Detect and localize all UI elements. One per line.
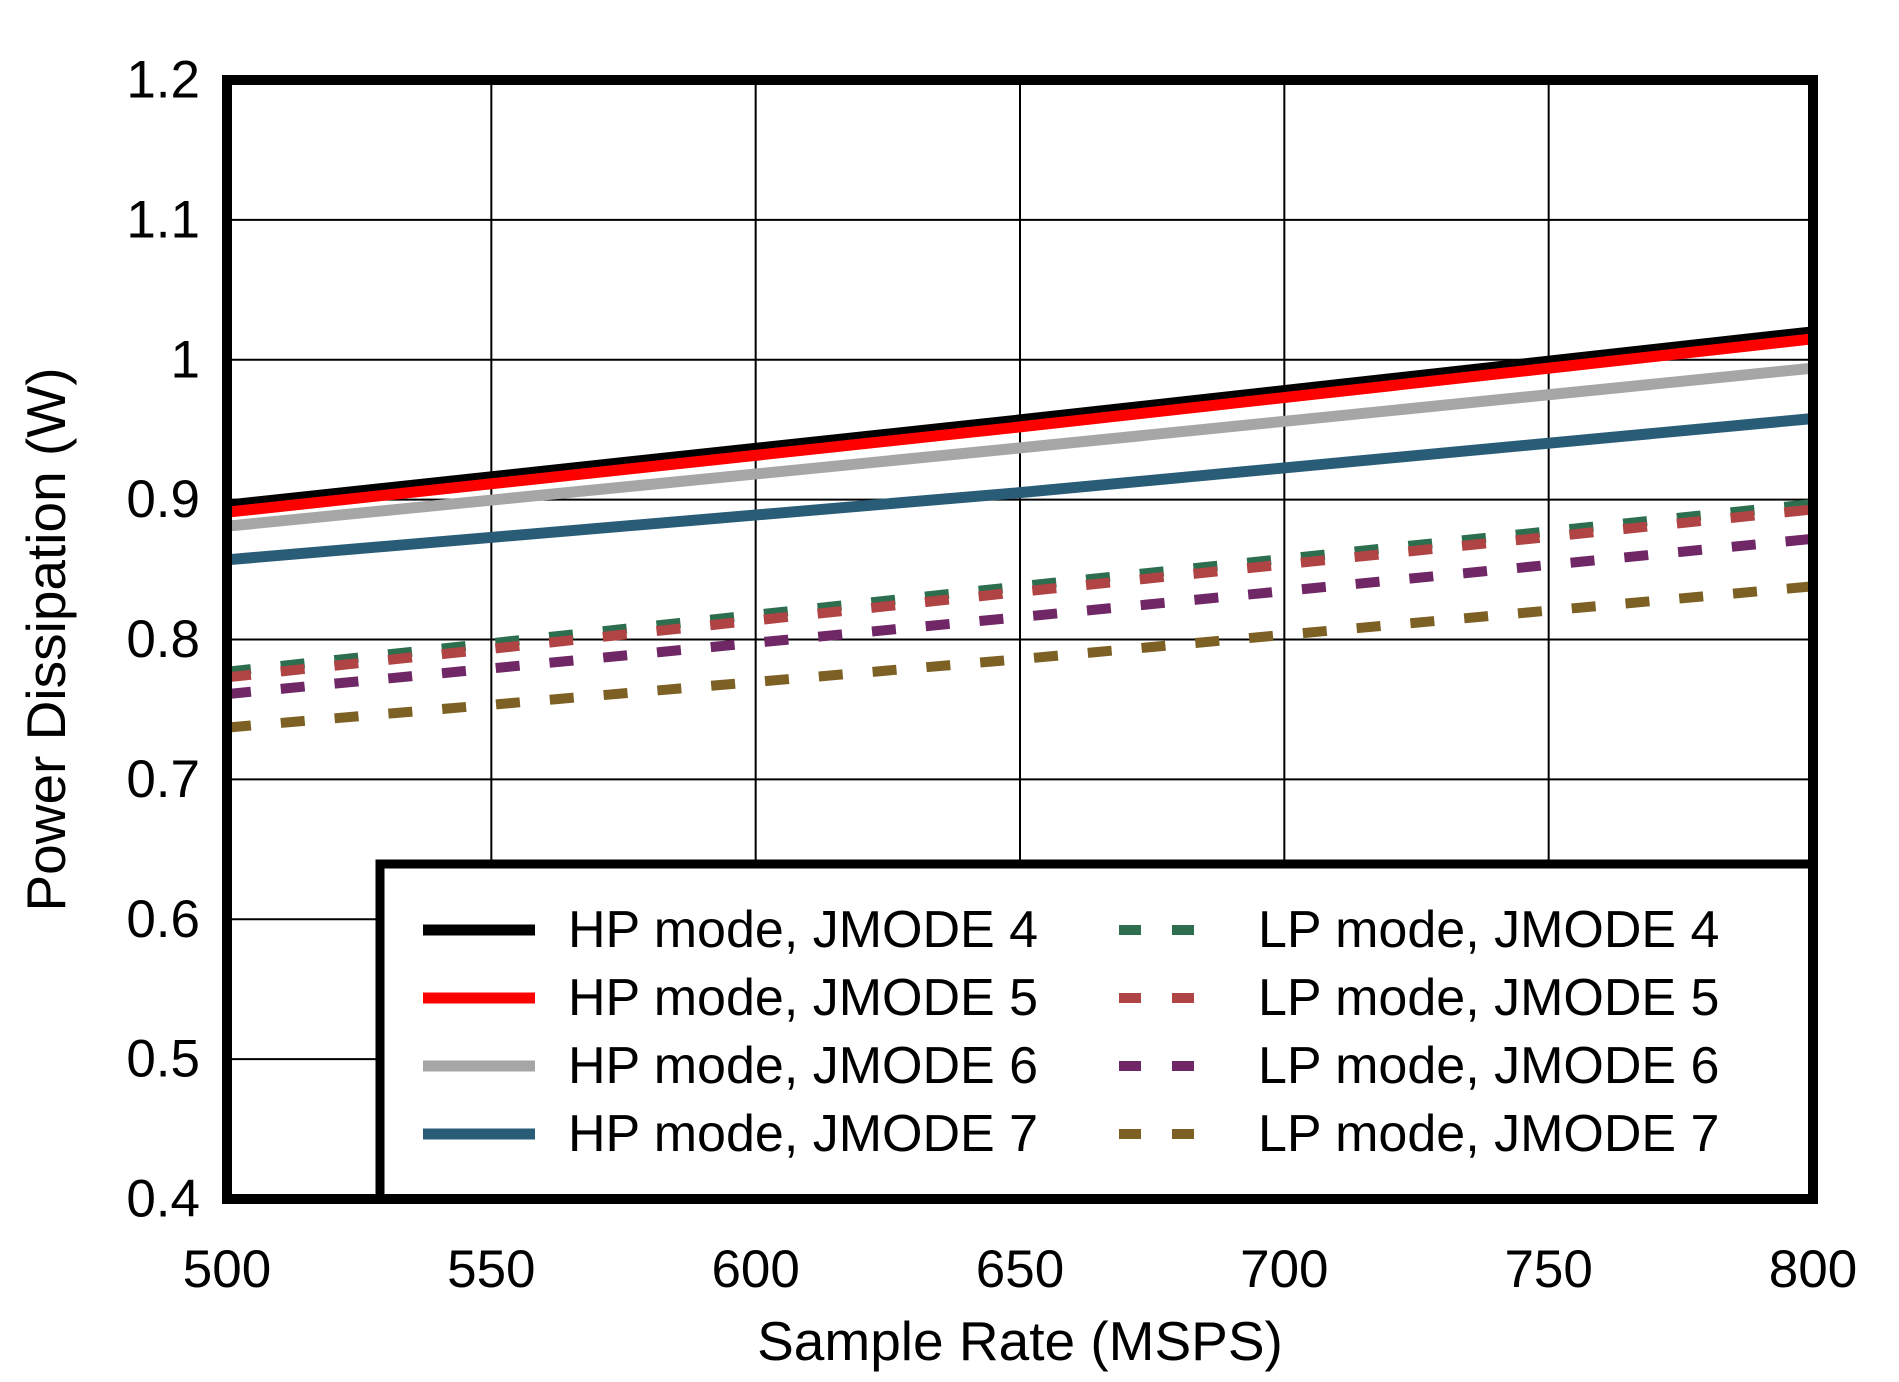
y-tick-labels: 0.4 0.5 0.6 0.7 0.8 0.9 1 1.1 1.2 bbox=[126, 51, 200, 1229]
series-line-hp-mode-jmode-6 bbox=[226, 362, 1814, 532]
legend-item-hp-mode-jmode-4: HP mode, JMODE 4 bbox=[423, 901, 1038, 959]
series-line-hp-mode-jmode-7 bbox=[226, 413, 1814, 566]
legend-item-hp-mode-jmode-6: HP mode, JMODE 6 bbox=[423, 1037, 1038, 1095]
legend-label-hp-mode-jmode-7: HP mode, JMODE 7 bbox=[568, 1105, 1038, 1163]
x-tick-label: 700 bbox=[1240, 1240, 1328, 1299]
series-group bbox=[226, 326, 1814, 733]
legend-item-hp-mode-jmode-7: HP mode, JMODE 7 bbox=[423, 1105, 1038, 1163]
legend-item-lp-mode-jmode-5: LP mode, JMODE 5 bbox=[1119, 969, 1719, 1027]
y-tick-label: 0.8 bbox=[126, 610, 200, 669]
x-tick-label: 550 bbox=[447, 1240, 535, 1299]
y-tick-label: 1.2 bbox=[126, 51, 200, 110]
series-line-hp-mode-jmode-5 bbox=[226, 333, 1814, 518]
legend-item-lp-mode-jmode-4: LP mode, JMODE 4 bbox=[1119, 901, 1719, 959]
plot-frame bbox=[222, 75, 1818, 1204]
x-tick-label: 750 bbox=[1504, 1240, 1592, 1299]
legend-label-lp-mode-jmode-5: LP mode, JMODE 5 bbox=[1258, 969, 1719, 1027]
y-tick-label: 1 bbox=[171, 330, 200, 389]
y-tick-label: 0.4 bbox=[126, 1170, 200, 1229]
x-tick-label: 650 bbox=[976, 1240, 1064, 1299]
series-line-hp-mode-jmode-4 bbox=[226, 326, 1814, 511]
y-tick-label: 1.1 bbox=[126, 190, 200, 249]
y-tick-label: 0.9 bbox=[126, 470, 200, 529]
legend-label-lp-mode-jmode-6: LP mode, JMODE 6 bbox=[1258, 1037, 1719, 1095]
legend-box bbox=[375, 859, 1818, 1204]
y-axis-title: Power Dissipation (W) bbox=[15, 367, 77, 911]
legend-label-hp-mode-jmode-4: HP mode, JMODE 4 bbox=[568, 901, 1038, 959]
y-tick-label: 0.6 bbox=[126, 890, 200, 949]
x-tick-label: 800 bbox=[1769, 1240, 1857, 1299]
x-tick-label: 600 bbox=[711, 1240, 799, 1299]
legend-item-hp-mode-jmode-5: HP mode, JMODE 5 bbox=[423, 969, 1038, 1027]
legend-label-lp-mode-jmode-4: LP mode, JMODE 4 bbox=[1258, 901, 1719, 959]
y-tick-label: 0.5 bbox=[126, 1030, 200, 1089]
legend-label-hp-mode-jmode-6: HP mode, JMODE 6 bbox=[568, 1037, 1038, 1095]
legend-item-lp-mode-jmode-7: LP mode, JMODE 7 bbox=[1119, 1105, 1719, 1163]
legend-item-lp-mode-jmode-6: LP mode, JMODE 6 bbox=[1119, 1037, 1719, 1095]
x-tick-labels: 500 550 600 650 700 750 800 bbox=[183, 1240, 1857, 1299]
x-axis-title: Sample Rate (MSPS) bbox=[757, 1310, 1283, 1372]
legend: HP mode, JMODE 4 HP mode, JMODE 5 HP mode,… bbox=[375, 859, 1818, 1204]
x-tick-label: 500 bbox=[183, 1240, 271, 1299]
y-tick-label: 0.7 bbox=[126, 750, 200, 809]
legend-label-lp-mode-jmode-7: LP mode, JMODE 7 bbox=[1258, 1105, 1719, 1163]
legend-label-hp-mode-jmode-5: HP mode, JMODE 5 bbox=[568, 969, 1038, 1027]
